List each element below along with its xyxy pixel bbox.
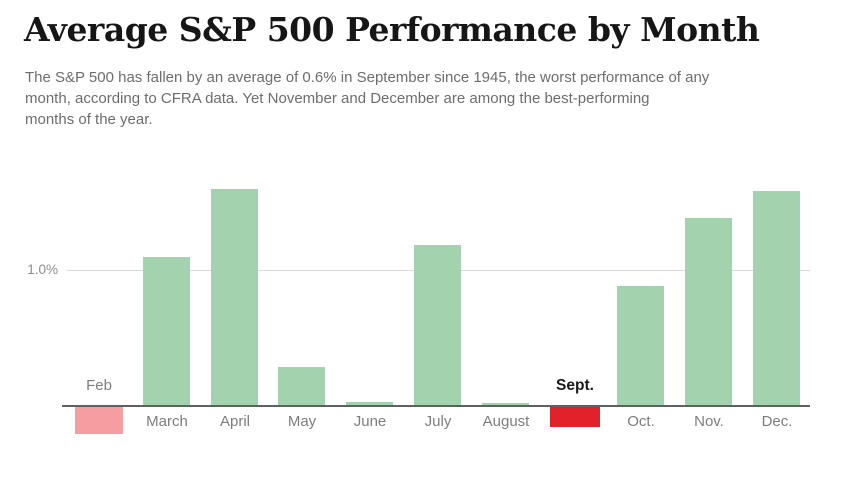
bar-june xyxy=(346,402,393,406)
axis-label-nov: Nov. xyxy=(694,413,724,430)
bar-may xyxy=(278,367,325,406)
subtitle-line: months of the year. xyxy=(25,111,153,128)
bar-july xyxy=(414,245,461,406)
y-axis-tick-label: 1.0% xyxy=(27,262,58,277)
axis-label-may: May xyxy=(287,413,317,430)
subtitle-line: The S&P 500 has fallen by an average of … xyxy=(25,69,710,86)
bar-feb xyxy=(75,407,123,434)
bar-april xyxy=(211,189,258,406)
chart-title: Average S&P 500 Performance by Month xyxy=(24,10,760,49)
axis-label-june: June xyxy=(353,413,387,430)
bar-nov xyxy=(685,218,732,406)
axis-label-feb: Feb xyxy=(86,377,112,394)
bar-august xyxy=(482,403,529,406)
subtitle-line: month, according to CFRA data. Yet Novem… xyxy=(25,90,650,107)
axis-label-july: July xyxy=(424,413,452,430)
bar-dec xyxy=(753,191,800,406)
axis-label-august: August xyxy=(482,413,530,430)
axis-label-oct: Oct. xyxy=(627,413,655,430)
bar-march xyxy=(143,257,190,406)
chart-subtitle: The S&P 500 has fallen by an average of … xyxy=(25,67,815,130)
bar-oct xyxy=(617,286,664,406)
bar-sept xyxy=(550,407,600,427)
axis-label-dec: Dec. xyxy=(761,413,793,430)
axis-label-april: April xyxy=(219,413,250,430)
axis-label-march: March xyxy=(146,413,188,430)
axis-label-sept: Sept. xyxy=(556,377,594,394)
x-axis-baseline xyxy=(62,405,810,407)
